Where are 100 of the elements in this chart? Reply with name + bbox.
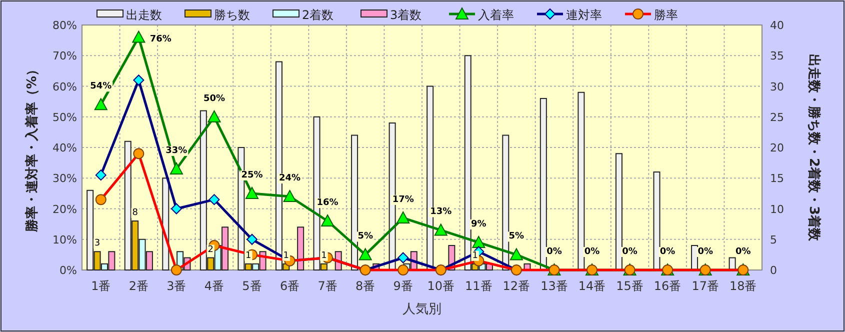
data-label: 25% <box>241 170 263 180</box>
x-tick-label: 7番 <box>318 279 338 293</box>
y-tick-label: 80% <box>52 19 77 32</box>
data-label: 1 <box>283 250 290 261</box>
legend-label: 2着数 <box>302 8 334 22</box>
bar <box>297 226 304 270</box>
y2-axis-title: 出走数・勝ち数・2着数・3着数 <box>806 54 822 242</box>
data-label: 16% <box>316 198 338 208</box>
point <box>95 170 106 181</box>
legend-label: 出走数 <box>126 8 162 22</box>
point <box>358 248 372 260</box>
x-tick-label: 12番 <box>502 279 530 293</box>
x-tick-label: 4番 <box>204 279 224 293</box>
data-label: 0% <box>660 247 676 257</box>
data-label: 13% <box>430 207 452 218</box>
y-tick-label: 20% <box>52 202 77 216</box>
y2-tick-label: 30 <box>770 80 784 94</box>
bar <box>351 134 358 270</box>
x-tick-label: 16番 <box>654 279 682 293</box>
point <box>94 98 108 110</box>
legend-item: 3着数 <box>360 8 422 22</box>
bar <box>653 172 660 270</box>
x-tick-label: 14番 <box>578 279 606 293</box>
point <box>472 236 486 248</box>
data-label: 0% <box>584 247 600 257</box>
data-label: 1 <box>321 250 327 261</box>
x-axis-title: 人気別 <box>402 302 442 317</box>
x-tick-label: 5番 <box>242 279 262 293</box>
legend-label: 3着数 <box>390 8 422 22</box>
point <box>510 248 523 260</box>
legend-label: 勝率 <box>654 8 678 22</box>
point <box>246 234 258 245</box>
y-tick-label: 50% <box>52 110 77 124</box>
x-tick-label: 10番 <box>427 279 455 293</box>
data-label: 5% <box>508 232 524 242</box>
y2-tick-label: 20 <box>770 142 784 154</box>
point <box>170 203 182 214</box>
bar <box>615 153 622 270</box>
y2-tick-label: 10 <box>770 202 784 216</box>
x-tick-label: 13番 <box>540 279 568 293</box>
data-label: 33% <box>166 146 188 156</box>
point <box>132 30 146 43</box>
data-label: 24% <box>279 174 301 184</box>
data-label: 3 <box>94 238 100 249</box>
point <box>208 110 221 122</box>
x-tick-label: 17番 <box>692 279 719 293</box>
data-label: 54% <box>90 82 112 92</box>
x-tick-label: 18番 <box>729 279 757 293</box>
legend-label: 入着率 <box>478 8 514 22</box>
y-tick-label: 10% <box>52 233 77 246</box>
y2-tick-label: 40 <box>770 19 784 32</box>
y-tick-label: 60% <box>52 80 77 94</box>
y2-tick-label: 5 <box>770 233 777 246</box>
y-axis-title: 勝率・連対率・入着率（%） <box>24 62 40 234</box>
legend-item: 出走数 <box>96 8 162 22</box>
data-label: 9% <box>471 219 486 230</box>
bar <box>578 92 585 270</box>
legend-label: 連対率 <box>566 8 602 22</box>
x-tick-label: 8番 <box>356 279 376 293</box>
y2-tick-label: 15 <box>770 172 784 186</box>
point <box>283 190 296 202</box>
point <box>321 214 334 226</box>
y2-tick-label: 25 <box>770 110 784 124</box>
data-label: 0% <box>622 247 638 257</box>
y-tick-label: 70% <box>52 50 77 63</box>
data-label: 0% <box>735 247 751 257</box>
y-tick-label: 30% <box>52 172 77 186</box>
x-tick-label: 1番 <box>91 279 111 293</box>
legend-label: 勝ち数 <box>214 8 250 22</box>
legend-item: 入着率 <box>449 6 514 22</box>
point <box>170 162 183 174</box>
x-tick-label: 3番 <box>166 279 186 293</box>
x-tick-label: 11番 <box>465 279 492 293</box>
data-label: 0% <box>698 247 713 257</box>
bar <box>502 134 510 270</box>
x-tick-label: 2番 <box>128 279 148 293</box>
point <box>398 252 409 264</box>
y2-tick-label: 35 <box>770 50 784 63</box>
data-label: 2 <box>208 244 214 255</box>
y-tick-label: 0% <box>60 264 77 277</box>
data-label: 0% <box>546 247 562 257</box>
y-tick-label: 40% <box>52 142 77 154</box>
x-tick-label: 6番 <box>280 279 300 293</box>
y2-tick-label: 0 <box>770 264 777 277</box>
legend-item: 勝ち数 <box>184 8 250 22</box>
legend-item: 2着数 <box>272 8 334 22</box>
bar <box>540 98 547 270</box>
data-label: 8 <box>132 208 138 218</box>
x-tick-label: 9番 <box>393 279 413 293</box>
data-label: 1 <box>246 250 252 261</box>
data-label: 1 <box>472 250 478 261</box>
legend-item: 連対率 <box>537 8 602 22</box>
x-tick-label: 15番 <box>616 279 644 293</box>
legend-item: 勝率 <box>625 8 678 22</box>
data-label: 76% <box>150 34 172 44</box>
data-label: 50% <box>203 94 225 104</box>
point <box>434 224 448 236</box>
data-label: 17% <box>392 194 414 205</box>
point <box>133 74 144 86</box>
point <box>396 211 410 224</box>
